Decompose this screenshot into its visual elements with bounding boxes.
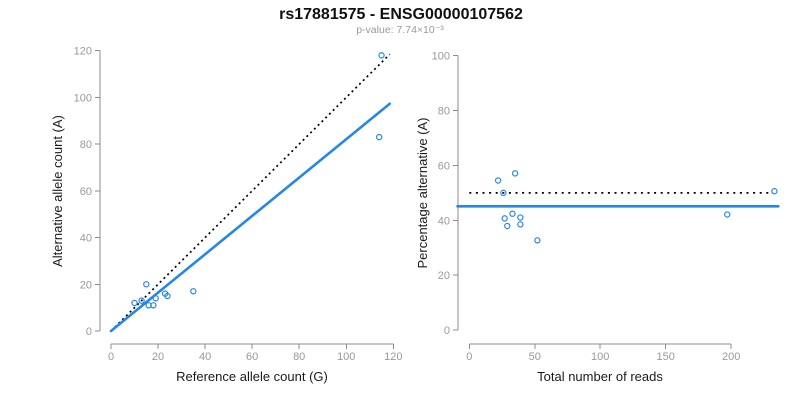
x-tick-label: 0 <box>466 351 472 363</box>
left-x-axis-title: Reference allele count (G) <box>176 369 328 384</box>
y-tick-label: 80 <box>80 139 92 151</box>
y-tick-label: 0 <box>444 325 450 337</box>
left-panel-marks: 0 20 40 60 80 100 120 0 20 40 60 80 100 120 <box>74 46 403 363</box>
y-tick-label: 60 <box>438 160 450 172</box>
x-tick-label: 100 <box>591 351 609 363</box>
data-point <box>150 302 157 309</box>
x-tick-label: 200 <box>722 351 740 363</box>
y-tick-label: 20 <box>80 279 92 291</box>
data-point <box>143 281 150 288</box>
ref-vs-alt-scatter-panel: 0 20 40 60 80 100 120 0 20 40 60 80 100 120 Reference… <box>50 46 402 384</box>
right-panel-marks: 0 50 100 150 200 0 20 40 60 80 100 <box>432 51 780 363</box>
y-tick-label: 0 <box>86 326 92 338</box>
data-point <box>131 299 138 307</box>
figure-subtitle: p-value: 7.74×10⁻³ <box>356 24 444 36</box>
y-tick-label: 60 <box>80 186 92 198</box>
x-tick-label: 20 <box>152 351 164 363</box>
data-point <box>771 188 778 195</box>
y-tick-label: 40 <box>80 233 92 245</box>
data-point <box>375 133 383 141</box>
right-x-axis-title: Total number of reads <box>537 369 663 384</box>
fit-line <box>109 102 392 333</box>
y-tick-label: 40 <box>438 215 450 227</box>
y-tick-label: 20 <box>438 270 450 282</box>
x-tick-label: 40 <box>199 351 211 363</box>
data-point <box>501 215 508 222</box>
figure-title: rs17881575 - ENSG00000107562 <box>279 6 523 23</box>
data-point <box>534 237 541 244</box>
data-point <box>494 177 502 184</box>
x-tick-label: 80 <box>293 351 305 363</box>
x-tick-label: 150 <box>657 351 675 363</box>
data-point <box>724 211 731 218</box>
x-tick-label: 100 <box>337 351 355 363</box>
y-tick-label: 120 <box>74 46 92 58</box>
x-tick-label: 50 <box>529 351 541 363</box>
data-point <box>378 52 385 59</box>
x-tick-label: 60 <box>246 351 258 363</box>
data-point <box>164 292 171 300</box>
y-tick-label: 80 <box>438 106 450 118</box>
left-y-axis-title: Alternative allele count (A) <box>50 115 65 267</box>
x-tick-label: 0 <box>108 351 114 363</box>
data-point <box>511 170 519 177</box>
right-y-axis-title: Percentage alternative (A) <box>415 117 430 268</box>
data-point <box>190 288 197 295</box>
data-point <box>517 221 524 228</box>
data-point <box>504 222 511 230</box>
data-point <box>509 210 516 217</box>
data-point <box>138 297 145 304</box>
y-tick-label: 100 <box>432 51 450 63</box>
pct-vs-reads-scatter-panel: 0 50 100 150 200 0 20 40 60 80 100 Total number of… <box>415 51 780 384</box>
data-point <box>500 189 507 197</box>
identity-line <box>110 53 391 332</box>
y-tick-label: 100 <box>74 92 92 104</box>
data-point <box>152 295 159 302</box>
x-tick-label: 120 <box>384 351 402 363</box>
data-point <box>517 214 524 221</box>
